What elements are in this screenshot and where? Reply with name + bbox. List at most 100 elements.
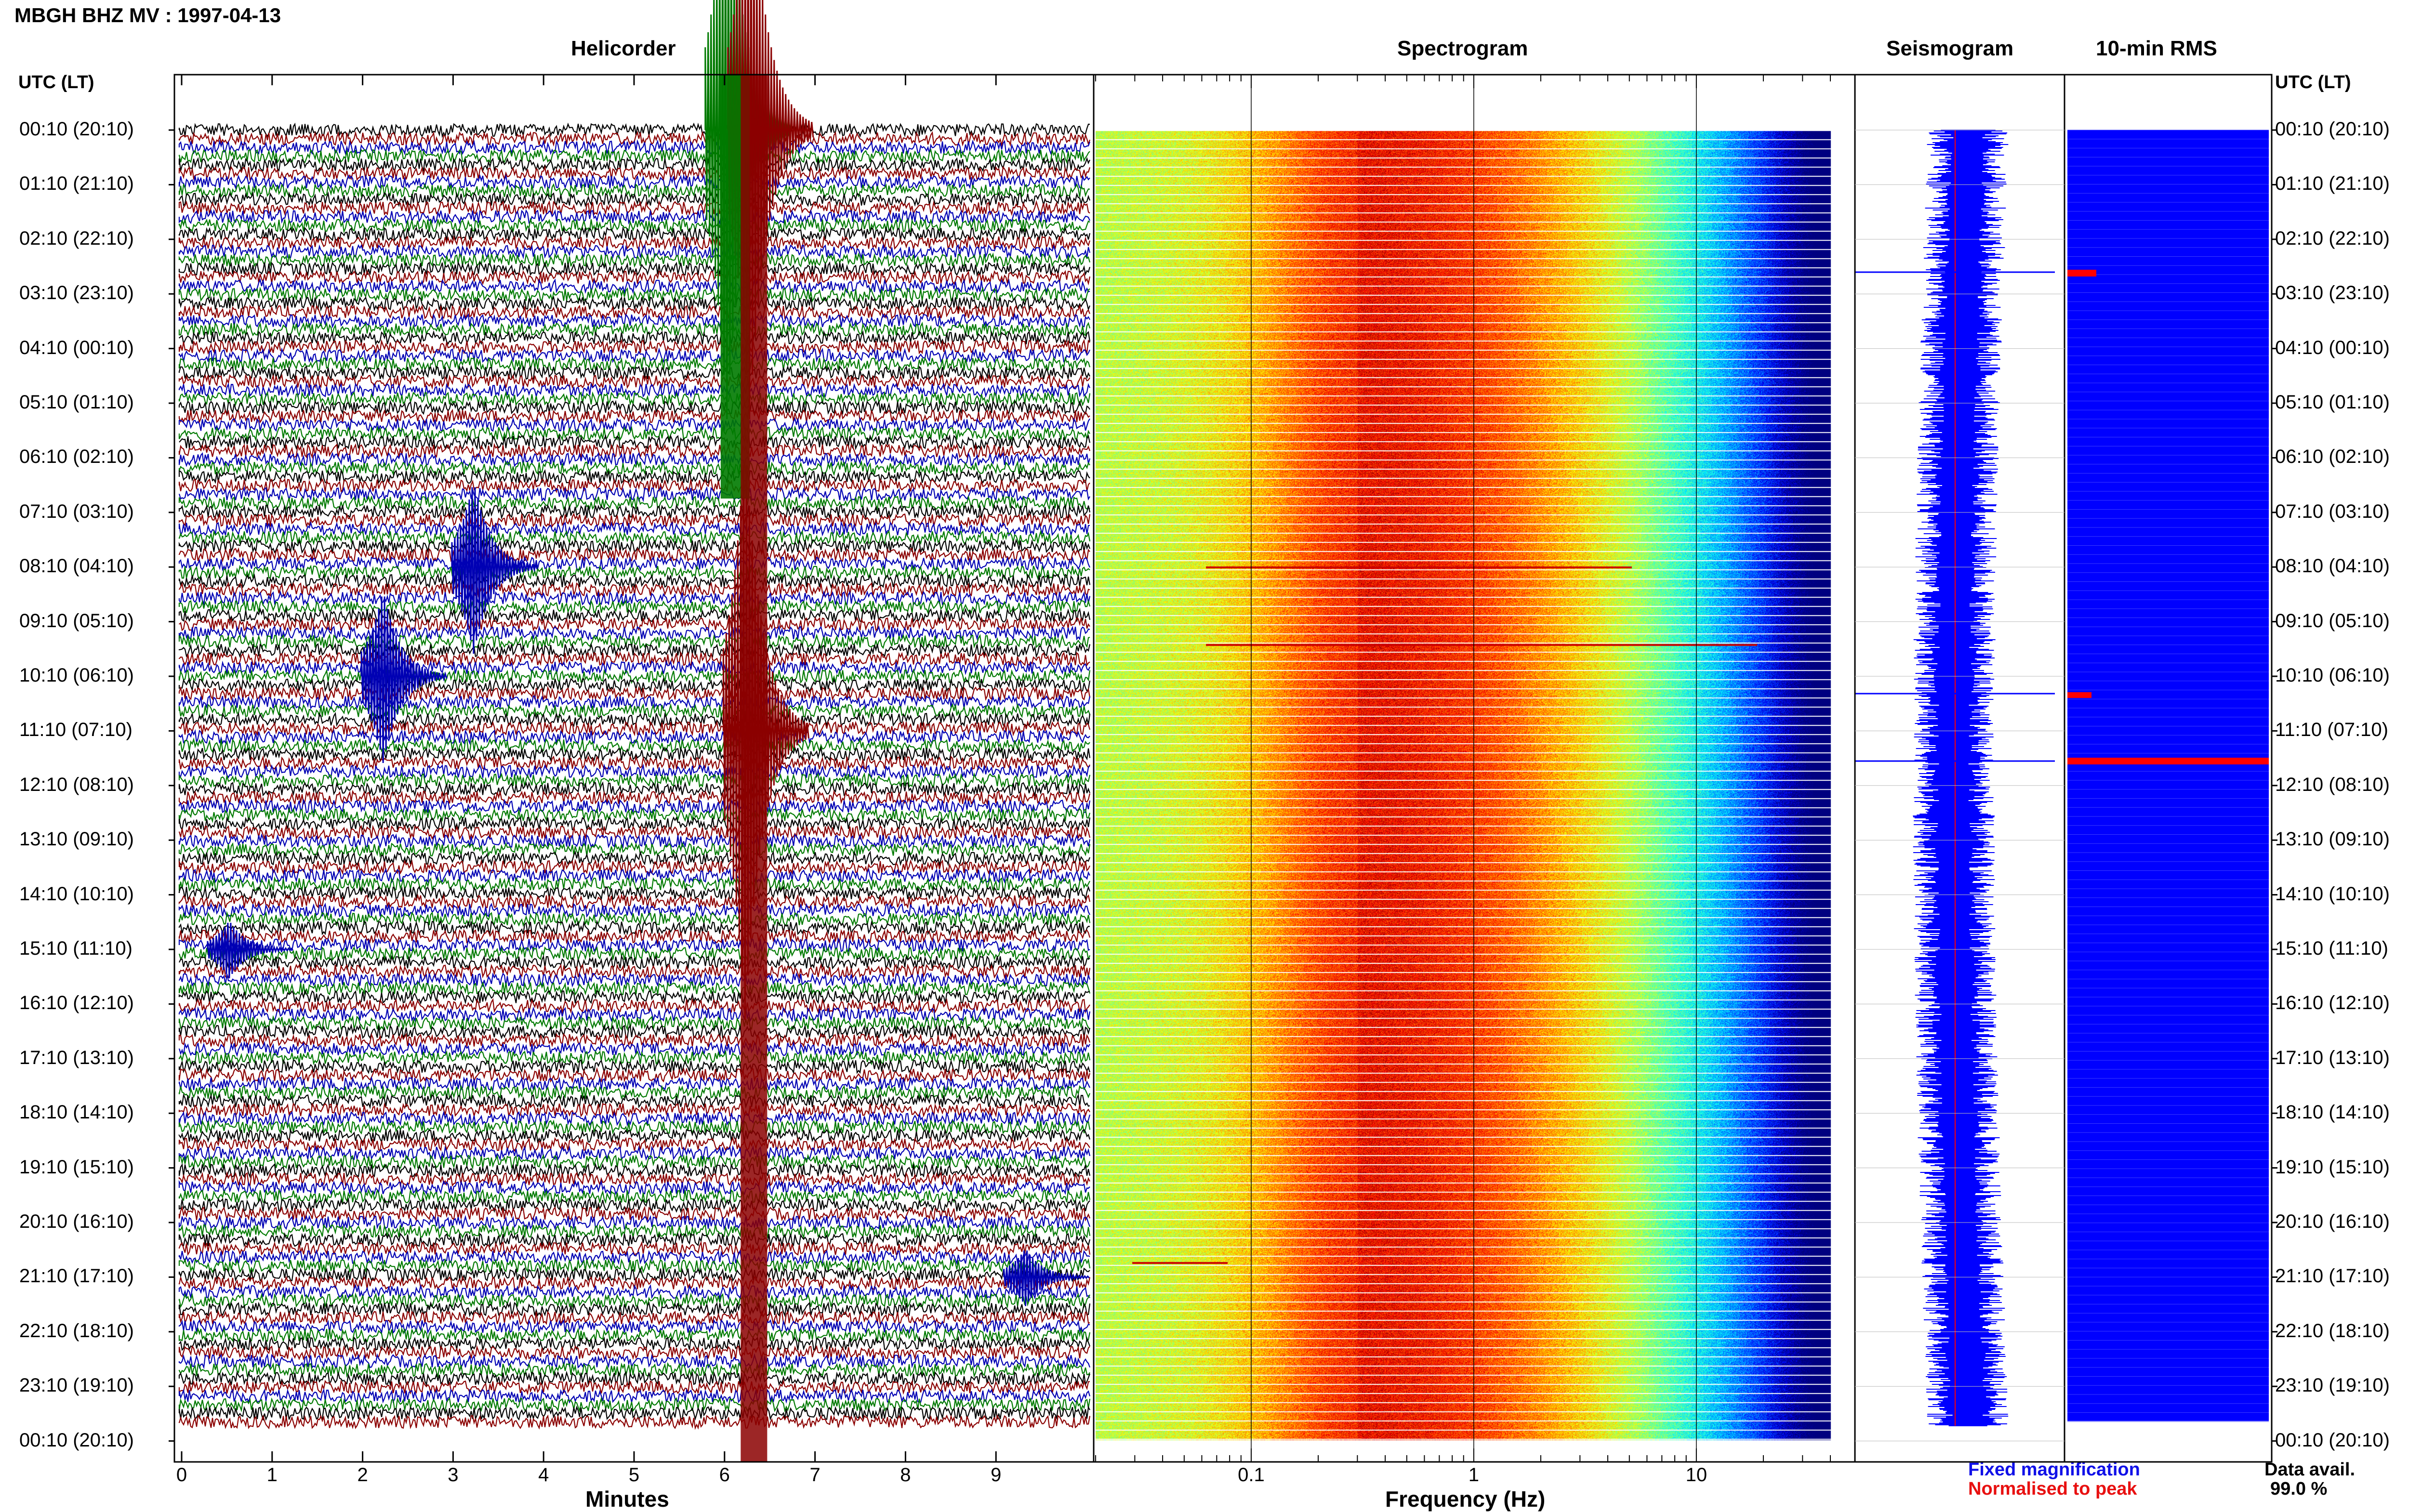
helicorder-trace [178,1084,1091,1101]
time-label-right: 07:10 (03:10) [2275,500,2390,522]
helicorder-trace [178,1040,1090,1057]
time-label-right: 08:10 (04:10) [2275,555,2390,577]
frequency-tick-label: 0.1 [1238,1464,1265,1486]
helicorder-trace [178,980,1091,997]
time-label-left: 07:10 (03:10) [19,500,134,522]
helicorder-trace [178,391,1091,407]
helicorder-trace [178,677,1091,693]
helicorder-trace [178,633,1090,650]
helicorder-trace [178,807,1091,823]
helicorder-trace [178,920,1090,936]
helicorder-trace [178,252,1091,268]
minute-tick-label: 4 [538,1464,549,1486]
helicorder-trace [178,1206,1091,1222]
frequency-tick-label: 10 [1685,1464,1707,1486]
helicorder-trace [178,711,1091,728]
helicorder-trace [178,356,1091,373]
helicorder-event [451,487,538,654]
rms-peak-1030 [2067,692,2091,698]
helicorder-trace [178,928,1091,945]
helicorder-trace [178,287,1090,303]
time-label-left: 10:10 (06:10) [19,665,134,686]
helicorder-trace [178,469,1090,485]
helicorder-trace [178,720,1091,736]
helicorder-event [1003,1250,1090,1306]
utc-lt-label-left: UTC (LT) [18,72,94,92]
helicorder-title: Helicorder [571,37,676,60]
helicorder-trace [178,399,1090,415]
minute-tick-label: 5 [628,1464,640,1486]
helicorder-trace [178,763,1090,780]
time-label-right: 21:10 (17:10) [2275,1265,2390,1287]
helicorder-trace [178,261,1091,277]
frequency-axis-label: Frequency (Hz) [1385,1486,1546,1512]
helicorder-trace [178,191,1091,208]
helicorder-trace [178,607,1091,624]
helicorder-trace [178,868,1090,884]
helicorder-trace [178,1344,1090,1361]
helicorder-trace [178,209,1091,225]
helicorder-trace [178,1309,1090,1326]
time-label-right: 18:10 (14:10) [2275,1102,2390,1123]
helicorder-trace [178,1154,1091,1170]
helicorder-event-saturated-red [741,75,768,1462]
time-label-left: 12:10 (08:10) [19,774,134,795]
helicorder-trace [178,642,1091,659]
time-label-left: 00:10 (20:10) [19,118,134,140]
helicorder-trace [178,1362,1090,1379]
helicorder-trace [178,1318,1090,1335]
helicorder-trace [178,1405,1090,1421]
helicorder-trace [178,1162,1091,1179]
helicorder-trace [178,1232,1091,1248]
minute-tick-label: 6 [719,1464,730,1486]
helicorder-trace [178,460,1090,476]
helicorder-trace [178,243,1091,260]
time-label-left: 02:10 (22:10) [19,227,134,249]
time-label-right: 09:10 (05:10) [2275,610,2390,631]
helicorder-trace [178,841,1091,858]
helicorder-trace [178,1093,1090,1109]
time-label-right: 04:10 (00:10) [2275,337,2390,358]
helicorder-trace [178,815,1091,832]
minute-tick-label: 2 [357,1464,368,1486]
time-label-right: 20:10 (16:10) [2275,1211,2390,1232]
helicorder-trace [178,989,1090,1005]
helicorder-trace [178,347,1090,364]
helicorder-trace [178,339,1090,355]
helicorder-trace [178,1179,1090,1196]
time-label-right: 15:10 (11:10) [2275,938,2388,959]
seismogram-trace [1913,130,2009,1426]
helicorder-trace [178,1214,1091,1231]
helicorder-trace [179,434,1091,450]
helicorder-trace [178,590,1091,606]
helicorder-layer [178,0,1091,1462]
time-label-right: 17:10 (13:10) [2275,1047,2390,1068]
helicorder-trace [178,1258,1091,1274]
time-label-right: 22:10 (18:10) [2275,1320,2390,1341]
legend-normalised-to-peak: Normalised to peak [1968,1479,2137,1499]
minute-tick-label: 1 [266,1464,278,1486]
helicorder-trace [178,1275,1091,1291]
spectrogram-layer [1096,130,1842,1440]
helicorder-trace [178,737,1090,754]
helicorder-trace [178,503,1091,520]
time-label-right: 23:10 (19:10) [2275,1375,2390,1396]
helicorder-trace [178,798,1091,814]
rms-layer [2067,130,2269,1422]
minute-tick-label: 3 [448,1464,459,1486]
helicorder-trace [178,573,1091,589]
helicorder-trace [178,659,1090,676]
helicorder-trace [178,183,1090,198]
helicorder-trace [178,139,1091,156]
helicorder-trace [178,1015,1090,1031]
time-label-right: 01:10 (21:10) [2275,173,2390,195]
time-label-left: 20:10 (16:10) [19,1211,134,1232]
helicorder-trace [178,1128,1091,1144]
helicorder-trace [178,581,1090,598]
helicorder-trace [178,173,1090,190]
helicorder-trace [178,555,1091,572]
helicorder-trace [178,1223,1091,1239]
helicorder-trace [178,1076,1090,1092]
helicorder-trace [178,1032,1091,1049]
